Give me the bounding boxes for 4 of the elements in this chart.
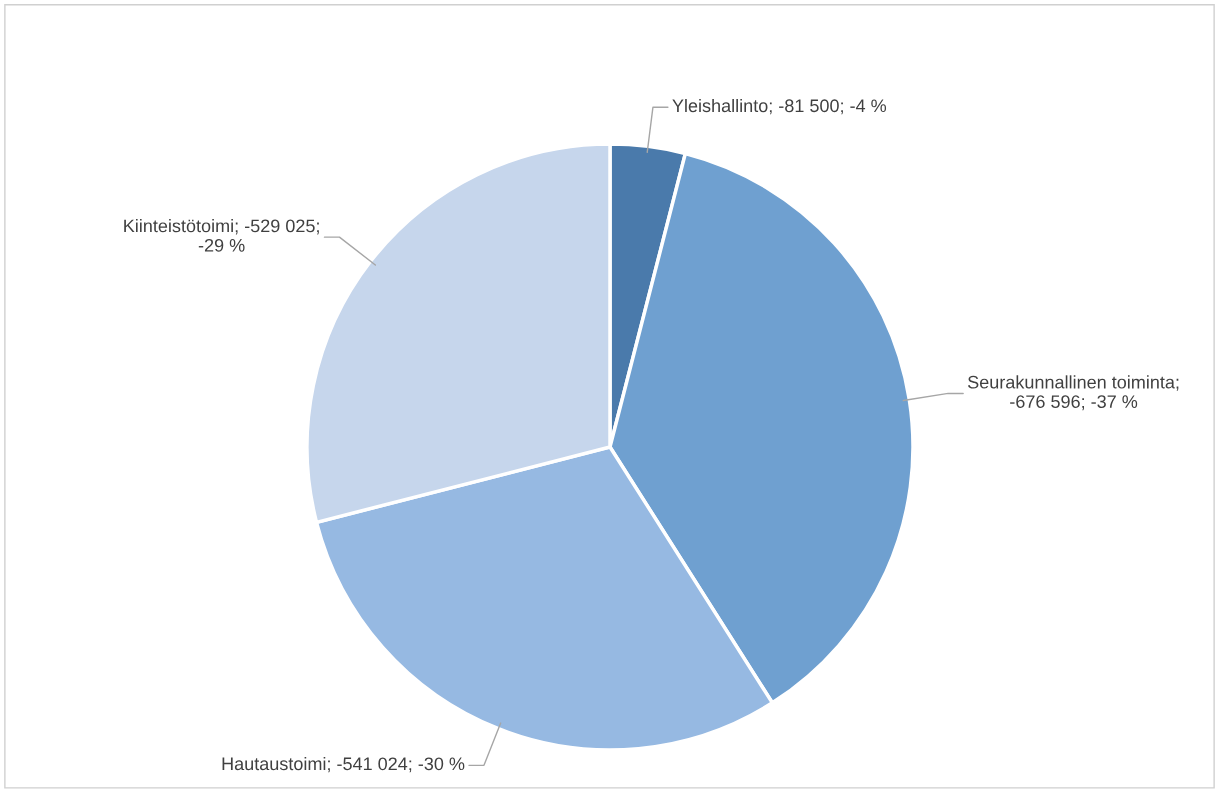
slice-label: Yleishallinto; -81 500; -4 % [672, 98, 887, 115]
slice-label: Kiinteistötoimi; -529 025; -29 % [124, 219, 319, 252]
slice-label: Seurakunnallinen toiminta; -676 596; -37 % [968, 375, 1179, 411]
slice-label: Hautaustoimi; -541 024; -30 % [222, 756, 465, 773]
